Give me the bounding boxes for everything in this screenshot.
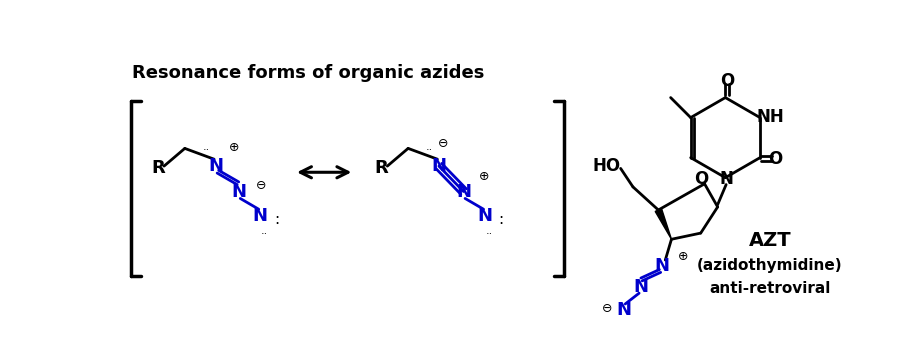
- Text: N: N: [208, 157, 223, 175]
- Text: N: N: [633, 278, 648, 296]
- Text: $\ominus$: $\ominus$: [601, 302, 612, 315]
- Text: $\ominus$: $\ominus$: [255, 179, 266, 192]
- Text: $\ominus$: $\ominus$: [437, 136, 448, 150]
- Text: N: N: [231, 182, 246, 201]
- Text: $\oplus$: $\oplus$: [228, 141, 240, 154]
- Text: N: N: [719, 170, 733, 188]
- Text: R: R: [374, 159, 388, 177]
- Text: ··: ··: [486, 229, 493, 239]
- Text: anti-retroviral: anti-retroviral: [709, 281, 831, 296]
- Text: AZT: AZT: [748, 231, 791, 250]
- Text: N: N: [431, 157, 447, 175]
- Text: O: O: [719, 72, 734, 90]
- Text: N: N: [477, 207, 493, 225]
- Text: ··: ··: [261, 229, 268, 239]
- Text: N: N: [616, 301, 631, 319]
- Text: NH: NH: [757, 108, 785, 126]
- Text: :: :: [498, 212, 503, 227]
- Text: Resonance forms of organic azides: Resonance forms of organic azides: [132, 64, 485, 82]
- Text: ··: ··: [426, 145, 433, 155]
- Text: N: N: [456, 182, 471, 201]
- Text: N: N: [655, 257, 670, 275]
- Text: $\oplus$: $\oplus$: [478, 170, 489, 183]
- Text: O: O: [694, 170, 708, 188]
- Polygon shape: [655, 209, 671, 239]
- Text: R: R: [151, 159, 165, 177]
- Text: N: N: [253, 207, 268, 225]
- Text: ··: ··: [203, 145, 210, 155]
- Text: O: O: [768, 150, 783, 168]
- Text: HO: HO: [593, 157, 621, 175]
- Text: (azidothymidine): (azidothymidine): [698, 258, 843, 273]
- Text: :: :: [274, 212, 279, 227]
- Text: $\oplus$: $\oplus$: [677, 250, 688, 264]
